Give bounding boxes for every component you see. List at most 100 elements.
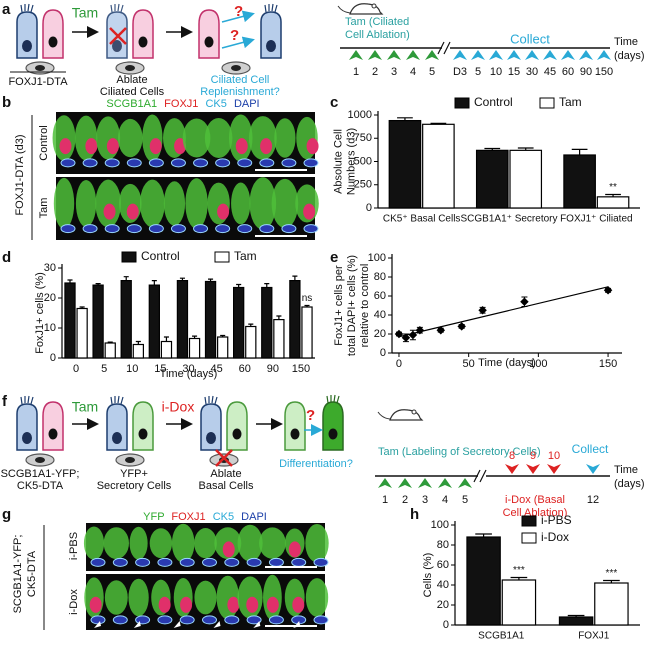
nucleus [215,158,231,168]
stain: CK5 [213,511,234,523]
nucleus [106,138,119,155]
bar [501,579,537,626]
error-bar [484,147,501,151]
nucleus [227,596,240,613]
panel-letter: a [2,1,11,18]
cell-signal [75,180,97,227]
question-mark: ? [306,407,315,424]
nucleus [268,615,284,625]
x-tick-label: 100 [529,358,547,370]
nucleus [281,224,297,234]
nucleus [158,596,171,613]
point [436,325,446,335]
stain: DAPI [234,98,260,110]
y-tick-label: 20 [374,328,386,340]
y-tick-label: 0 [443,619,449,631]
error-bar [79,306,85,309]
y-tick-label: 80 [374,271,386,283]
cell-signal [96,116,121,160]
nucleus [259,224,275,234]
bar [120,280,132,359]
cell-signal [305,578,329,617]
nucleus [104,224,120,234]
micrograph [84,574,329,630]
arrowhead [213,621,221,628]
nucleus [281,158,297,168]
nucleus [224,615,240,625]
timeline-arrow [543,50,557,60]
legend-swatch [214,251,230,263]
x-tick-label: 30 [182,363,194,375]
nucleus [135,557,151,567]
nucleus [259,158,275,168]
legend-label: Control [474,95,513,109]
nucleus [266,596,279,613]
nucleus [85,138,98,155]
cell-signal [185,178,208,229]
day-label: 8 [509,450,515,462]
nucleus [90,557,106,567]
group-label: Ablate [210,468,241,480]
legend-label: Control [141,249,180,263]
idox-label: i-Dox [162,399,195,415]
y-tick-label: 40 [437,579,449,591]
legend-label: Tam [559,95,582,109]
nucleus [157,557,173,567]
timeline-label: Tam (Labeling of Secretory Cells) [378,446,541,458]
bar [204,280,217,359]
timeline-label: Cell Ablation) [503,507,568,519]
cell-signal [103,527,129,560]
nucleus [246,596,259,613]
timeline-arrow [579,50,593,60]
group-label: Basal Cells [198,480,254,492]
day-label: 3 [422,494,428,506]
day-label: 1 [382,494,388,506]
nucleus [246,557,262,567]
group-label: Replenishment? [200,86,280,98]
cell-signal [95,179,121,228]
y-axis-label: relative to control [359,264,371,348]
cell-signal [129,526,148,560]
x-tick-label: 90 [267,363,279,375]
arrowhead [253,621,261,628]
x-tick-label: FOXJ1⁺ Ciliated [560,214,633,225]
error-bar [517,147,534,151]
cell-signal [231,182,251,225]
nucleus [89,596,102,613]
y-tick-label: 100 [368,252,386,264]
error-bar [430,122,447,125]
nucleus [60,158,76,168]
nucleus [149,138,162,155]
nucleus [193,224,209,234]
error-bar [605,193,621,197]
error-bar [220,334,226,337]
row-label: Control [38,125,50,160]
timeline-arrow [525,50,539,60]
error-bar [292,275,298,281]
stain: SCGB1A1 [106,98,157,110]
point [603,286,613,295]
bar [148,284,160,359]
x-tick-label: 0 [73,363,79,375]
y-axis-label: Numbers (d3) [345,128,357,195]
day-label: 5 [462,494,468,506]
arrowhead [133,621,141,628]
y-tick-label: 250 [354,179,372,191]
stain: FOXJ1 [164,98,198,110]
nucleus [292,596,305,613]
error-bar [208,278,214,282]
error-bar [603,579,620,583]
error-bar [264,283,270,288]
day-label: 150 [595,66,613,78]
cell-signal [259,527,286,559]
nucleus [179,557,195,567]
side-label: FOXJ1-DTA (d3) [14,134,26,215]
group-label: Ciliated Cell [211,74,270,86]
x-tick-label: FOXJ1 [578,631,610,642]
cell-signal [52,115,76,161]
y-tick-label: 10 [44,322,56,334]
bar [594,582,629,626]
nucleus [148,158,164,168]
nucleus [112,615,128,625]
legend-swatch [521,515,537,527]
